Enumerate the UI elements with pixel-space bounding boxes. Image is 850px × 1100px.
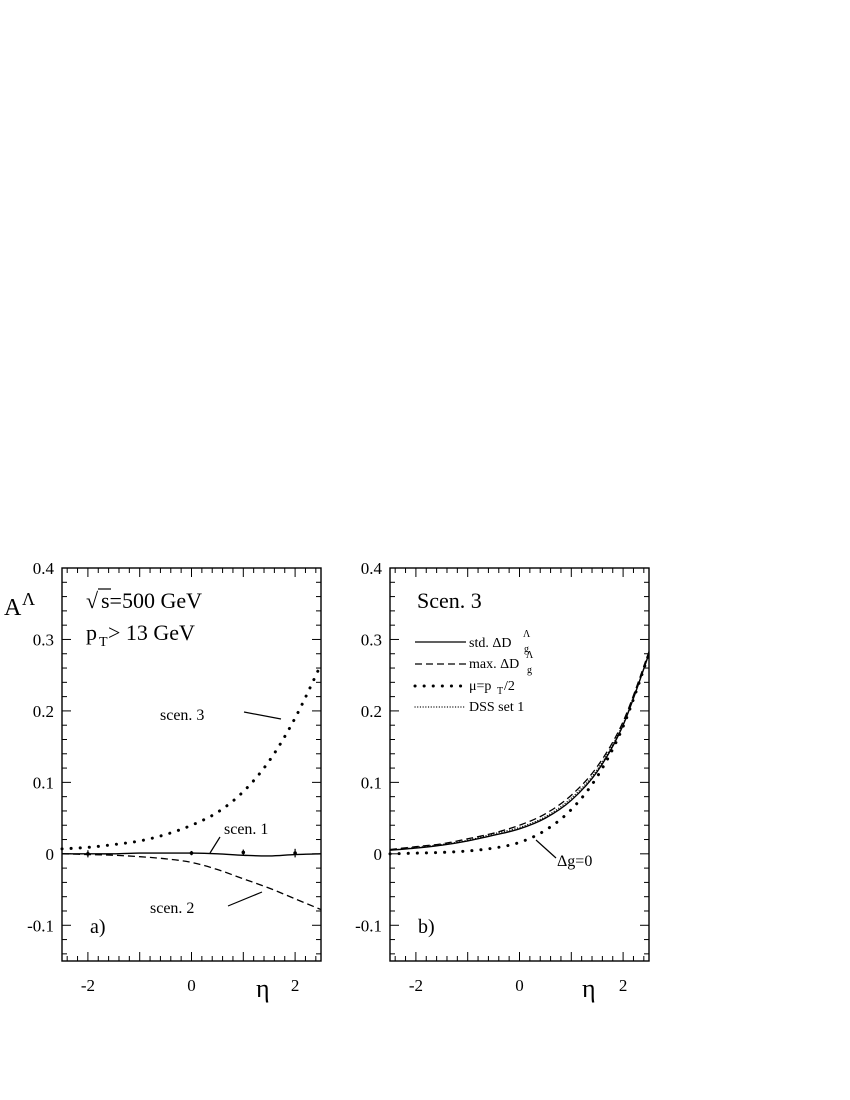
- data-point: [86, 852, 90, 856]
- legend-label-mu: μ=p: [469, 679, 491, 694]
- y-tick-label: -0.1: [27, 916, 54, 935]
- panel-b-letter: b): [418, 916, 435, 938]
- series-line: [389, 653, 650, 851]
- y-tick-label: 0.3: [361, 630, 382, 649]
- series-line: [389, 651, 650, 851]
- panel-b-title: Scen. 3: [417, 588, 482, 613]
- y-tick-label: 0: [46, 845, 55, 864]
- legend-label-std-sub: g: [524, 644, 529, 655]
- data-point: [241, 850, 246, 855]
- y-tick-label: 0.2: [33, 702, 54, 721]
- y-tick-label: 0.1: [361, 773, 382, 792]
- legend-label-std: std. ΔD: [469, 636, 511, 651]
- legend-label-max: max. ΔD: [469, 657, 519, 672]
- series-line: [389, 653, 650, 851]
- scen3-leader: [243, 711, 282, 720]
- panel-a-series: [60, 662, 323, 911]
- x-tick-label: 0: [187, 976, 196, 995]
- x-tick-label: 2: [291, 976, 300, 995]
- panel-a: -2 0 2-0.100.10.20.30.4 A Λ √ s=500 GeV p …: [4, 559, 323, 1003]
- legend-label-mu-after: /2: [504, 679, 515, 694]
- series-line: [61, 853, 322, 911]
- panel-b-tick-labels: -2 0 2 -0.1 0 0.1 0.2 0.3 0.4: [355, 559, 627, 995]
- panel-a-xlabel: η: [256, 974, 270, 1003]
- x-tick-label: 0: [515, 976, 524, 995]
- data-point: [189, 851, 194, 855]
- series-line: [60, 662, 323, 851]
- pt-label-p: p: [86, 620, 97, 645]
- y-tick-label: 0: [374, 845, 383, 864]
- scen3-label: scen. 3: [160, 707, 204, 724]
- y-tick-label: 0.2: [361, 702, 382, 721]
- pt-label-sub: T: [99, 635, 108, 650]
- x-tick-label: 2: [619, 976, 628, 995]
- panel-a-tick-labels: -2 0 2 -0.1 0 0.1 0.2 0.3 0.4: [27, 559, 299, 995]
- scen1-label: scen. 1: [224, 821, 268, 838]
- panel-b-ticks: [390, 567, 649, 961]
- legend-label-mu-sub: T: [497, 686, 503, 697]
- panel-b-series: [388, 651, 651, 856]
- pt-label-rest: > 13 GeV: [108, 620, 195, 645]
- legend-label-dss: DSS set 1: [469, 700, 524, 715]
- y-tick-label: 0.4: [33, 559, 55, 578]
- x-tick-label: -2: [81, 976, 95, 995]
- legend-label-max-sub: g: [527, 665, 532, 676]
- panel-b: -2 0 2 -0.1 0 0.1 0.2 0.3 0.4 Scen. 3 std. ΔD Λ …: [355, 559, 651, 1003]
- scen2-label: scen. 2: [150, 900, 194, 917]
- panel-b-xlabel: η: [582, 974, 596, 1003]
- y-tick-label: -0.1: [355, 916, 382, 935]
- scen1-leader: [209, 836, 221, 854]
- y-tick-label: 0.1: [33, 773, 54, 792]
- dg0-leader: [535, 839, 557, 859]
- panel-a-ticks: [62, 567, 321, 961]
- legend-label-std-sup: Λ: [523, 629, 531, 640]
- y-tick-label: 0.3: [33, 630, 54, 649]
- panel-a-letter: a): [90, 916, 106, 938]
- panel-a-data-points: [86, 848, 297, 858]
- scen2-leader: [227, 891, 263, 907]
- y-tick-label: 0.4: [361, 559, 383, 578]
- data-point: [293, 851, 297, 855]
- panel-b-legend: std. ΔD Λ g max. ΔD Λ g μ=p T /2 DSS set…: [413, 629, 534, 715]
- energy-label: s=500 GeV: [101, 588, 202, 613]
- panel-a-ylabel-sup: Λ: [22, 589, 35, 609]
- series-line: [388, 652, 651, 856]
- energy-sqrt: √: [86, 588, 99, 613]
- panel-b-frame: [389, 567, 650, 962]
- legend-label-max-sup: Λ: [526, 650, 534, 661]
- x-tick-label: -2: [409, 976, 423, 995]
- dg0-label: Δg=0: [557, 853, 592, 870]
- panel-a-ylabel: A: [4, 595, 22, 621]
